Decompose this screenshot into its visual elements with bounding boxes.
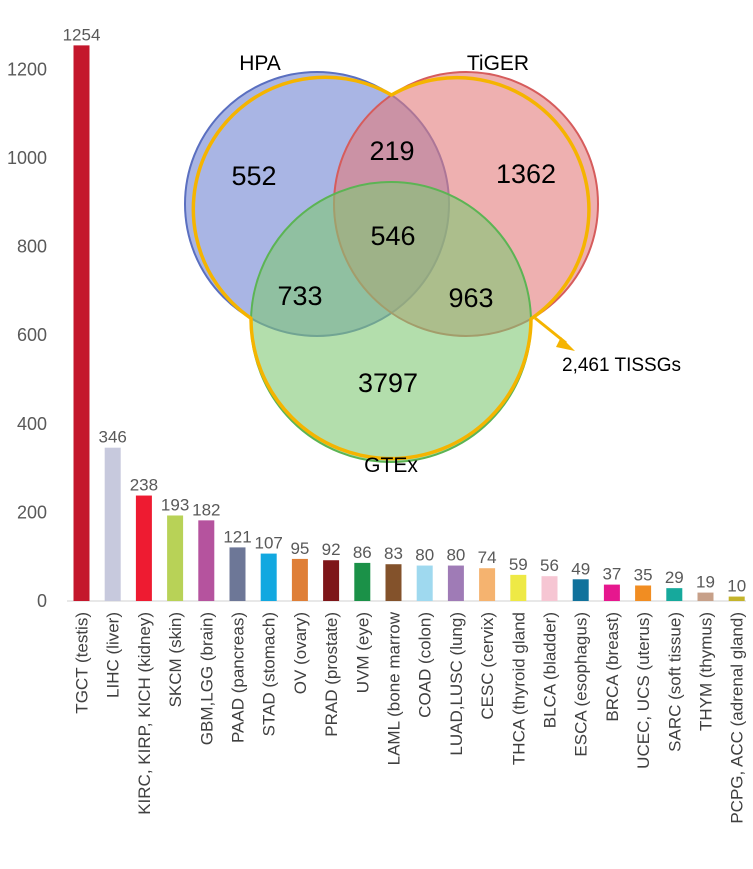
venn-tissg-highlight-outline <box>191 75 591 461</box>
venn-count-all: 546 <box>370 221 415 251</box>
bar-value-label: 10 <box>727 577 746 596</box>
bar-value-label: 56 <box>540 556 559 575</box>
bar <box>666 588 683 601</box>
venn-label-hpa: HPA <box>239 52 281 75</box>
bar-value-label: 238 <box>130 476 158 495</box>
bar-value-label: 86 <box>353 543 372 562</box>
x-tick-label: THCA (thyroid gland <box>509 612 528 765</box>
tissg-arrow-head <box>556 337 575 351</box>
venn-count-tiger-gtex: 963 <box>448 283 493 313</box>
venn-count-hpa-tiger: 219 <box>369 136 414 166</box>
x-tick-label: PAAD (pancreas) <box>229 612 248 743</box>
bar-value-label: 83 <box>384 544 403 563</box>
y-tick-label: 800 <box>17 237 47 257</box>
x-tick-label: LIHC (liver) <box>104 612 123 698</box>
bar-value-label: 80 <box>446 546 465 565</box>
x-tick-label: OV (ovary) <box>291 612 310 694</box>
bar <box>447 565 464 601</box>
x-tick-label: TGCT (testis) <box>73 612 92 714</box>
bar <box>416 565 433 601</box>
x-tick-label: BLCA (bladder) <box>541 612 560 728</box>
bar-value-label: 74 <box>478 548 497 567</box>
y-axis: 0 200 400 600 800 1000 1200 <box>7 59 47 611</box>
y-tick-label: 600 <box>17 325 47 345</box>
bar-value-label: 95 <box>290 539 309 558</box>
x-tick-label: PRAD (prostate) <box>322 612 341 737</box>
bar <box>323 560 340 601</box>
bar-value-label: 1254 <box>63 25 101 44</box>
bar-value-label: 35 <box>634 565 653 584</box>
bar <box>697 592 714 601</box>
bar-value-label: 29 <box>665 568 684 587</box>
bar <box>510 574 527 601</box>
venn-count-tiger-only: 1362 <box>496 159 556 189</box>
x-tick-label: LUAD,LUSC (lung) <box>447 612 466 756</box>
x-tick-label: CESC (cervix) <box>478 612 497 720</box>
bar-value-label: 59 <box>509 555 528 574</box>
bar <box>198 520 215 601</box>
bar-value-label: 19 <box>696 573 715 592</box>
x-tick-label: THYM (thymus) <box>697 612 716 731</box>
bar-value-label: 107 <box>255 534 283 553</box>
bar <box>260 553 277 601</box>
x-tick-label: STAD (stomach) <box>260 612 279 736</box>
bar <box>167 515 184 601</box>
bar <box>229 547 246 601</box>
bar-value-label: 182 <box>192 500 220 519</box>
y-tick-label: 0 <box>37 591 47 611</box>
venn-count-hpa-gtex: 733 <box>277 281 322 311</box>
x-tick-label: COAD (colon) <box>416 612 435 718</box>
x-tick-label: PCPG, ACC (adrenal gland) <box>728 612 747 824</box>
bar <box>603 584 620 601</box>
bar-value-label: 37 <box>602 565 621 584</box>
bars <box>73 45 745 602</box>
bar <box>479 568 496 601</box>
x-tick-label: LAML (bone marrow <box>385 611 404 765</box>
x-tick-label: UVM (eye) <box>353 612 372 693</box>
bar <box>385 564 402 601</box>
y-tick-label: 1000 <box>7 148 47 168</box>
bar <box>635 585 652 601</box>
bar-value-label: 121 <box>223 527 251 546</box>
bar-value-label: 92 <box>322 540 341 559</box>
x-tick-label: ESCA (esophagus) <box>572 612 591 757</box>
x-tick-label: SKCM (skin) <box>166 612 185 707</box>
venn-count-hpa-only: 552 <box>231 161 276 191</box>
bar-value-label: 80 <box>415 546 434 565</box>
x-tick-label: KIRC, KIRP, KICH (kidney) <box>135 612 154 815</box>
y-tick-label: 400 <box>17 414 47 434</box>
y-tick-label: 200 <box>17 502 47 522</box>
venn-count-gtex-only: 3797 <box>358 368 418 398</box>
x-tick-label: UCEC, UCS (uterus) <box>634 612 653 769</box>
venn-label-tiger: TiGER <box>467 52 529 75</box>
bar-value-label: 49 <box>571 559 590 578</box>
bar-value-label: 346 <box>99 428 127 447</box>
venn-label-gtex: GTEx <box>364 454 418 477</box>
x-tick-label: BRCA (breast) <box>603 612 622 722</box>
tissg-annotation: 2,461 TISSGs <box>562 355 681 376</box>
x-tick-label: SARC (soft tissue) <box>665 612 684 752</box>
x-tick-label: GBM,LGG (brain) <box>197 612 216 745</box>
bar <box>73 45 90 602</box>
bar <box>572 579 589 601</box>
venn-diagram: HPA TiGER GTEx 552 1362 3797 219 733 963… <box>184 52 681 477</box>
bar <box>291 558 308 601</box>
bar <box>541 576 558 601</box>
bar <box>354 562 371 601</box>
bar <box>104 447 121 601</box>
category-labels: TGCT (testis) LIHC (liver) KIRC, KIRP, KIC… <box>73 611 747 823</box>
bar <box>135 495 152 601</box>
bar <box>728 596 745 601</box>
bar-value-label: 193 <box>161 495 189 514</box>
y-tick-label: 1200 <box>7 59 47 79</box>
